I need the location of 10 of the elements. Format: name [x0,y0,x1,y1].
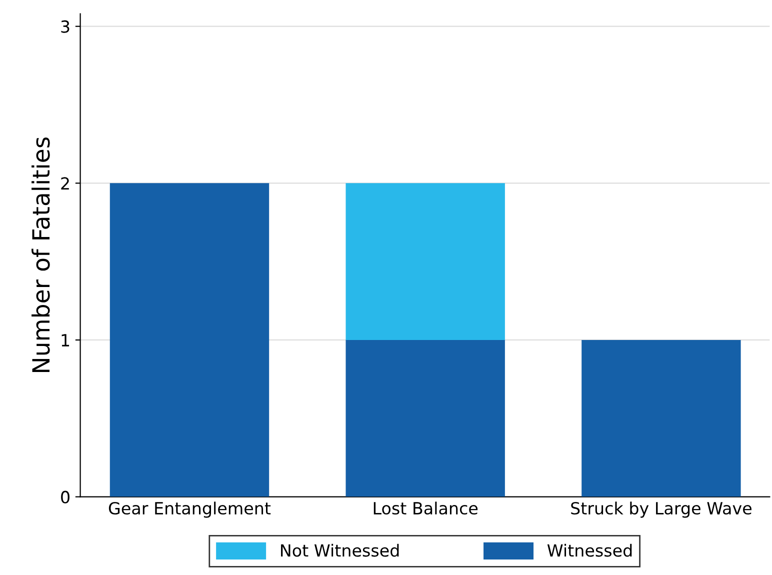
y-axis-title: Number of Fatalities [32,137,50,372]
legend-label: Not Witnessed [281,544,399,557]
y-tick-label: 2 [61,177,69,190]
y-tick-label: 3 [61,20,70,33]
x-tick-label: Struck by Large Wave [571,502,752,518]
x-tick-label: Gear Entanglement [108,502,271,518]
x-tick-label: Lost Balance [374,502,478,515]
y-tick-label: 1 [62,334,70,346]
y-tick-label: 0 [61,490,70,504]
legend-label: Witnessed [547,544,632,557]
